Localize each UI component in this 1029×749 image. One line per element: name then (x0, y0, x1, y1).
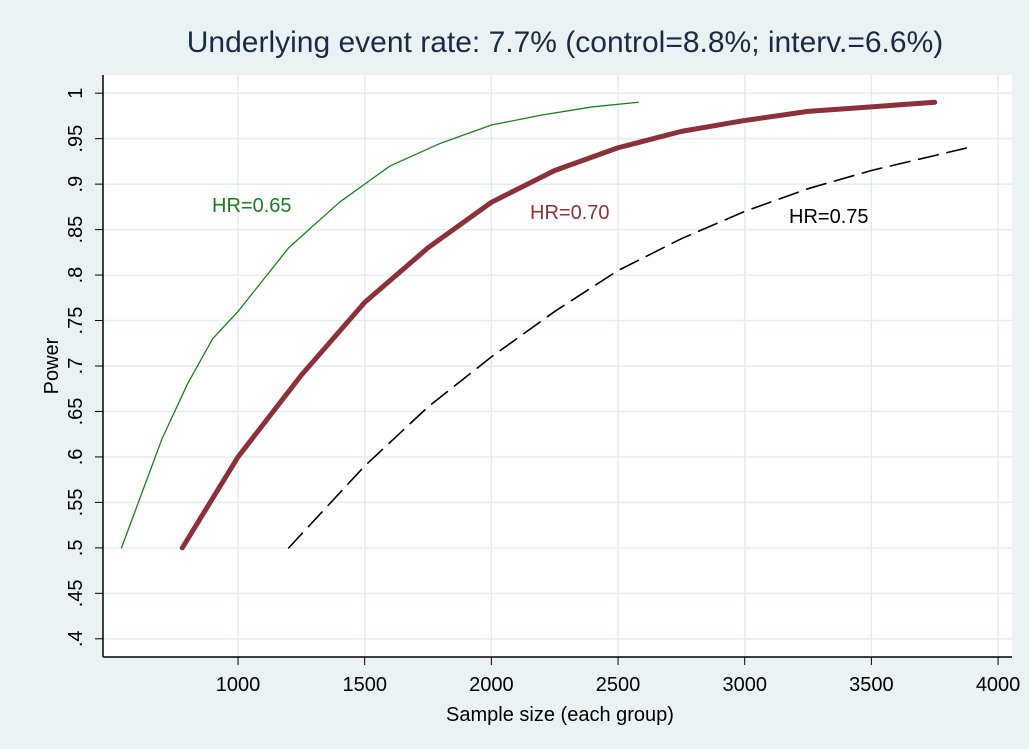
line-label: HR=0.70 (530, 202, 610, 224)
x-tick-label: 2500 (596, 674, 641, 696)
line-label: HR=0.75 (789, 206, 869, 228)
x-tick-label: 2000 (469, 674, 514, 696)
x-tick-label: 3000 (722, 674, 767, 696)
y-tick-label: .85 (65, 216, 87, 244)
y-tick-label: .55 (65, 489, 87, 517)
y-axis-label: Power (41, 337, 63, 394)
y-tick-label: .75 (65, 307, 87, 335)
x-tick-label: 3500 (849, 674, 894, 696)
y-tick-label: .8 (65, 267, 87, 284)
y-tick-label: .95 (65, 125, 87, 153)
y-tick-label: .45 (65, 579, 87, 607)
x-tick-label: 4000 (976, 674, 1021, 696)
line (179, 99, 938, 551)
line-label: HR=0.65 (212, 195, 292, 217)
y-tick-label: 1 (65, 88, 87, 99)
x-tick-label: 1000 (216, 674, 261, 696)
y-tick-label: .6 (65, 449, 87, 466)
x-axis-label: Sample size (each group) (446, 704, 674, 726)
y-tick-label: .5 (65, 540, 87, 557)
y-tick-label: .7 (65, 358, 87, 375)
y-tick-label: .9 (65, 176, 87, 193)
line (120, 101, 639, 549)
y-tick-label: .4 (65, 630, 87, 647)
chart-title: Underlying event rate: 7.7% (control=8.8… (187, 26, 944, 59)
y-tick-label: .65 (65, 398, 87, 426)
x-tick-label: 1500 (342, 674, 387, 696)
